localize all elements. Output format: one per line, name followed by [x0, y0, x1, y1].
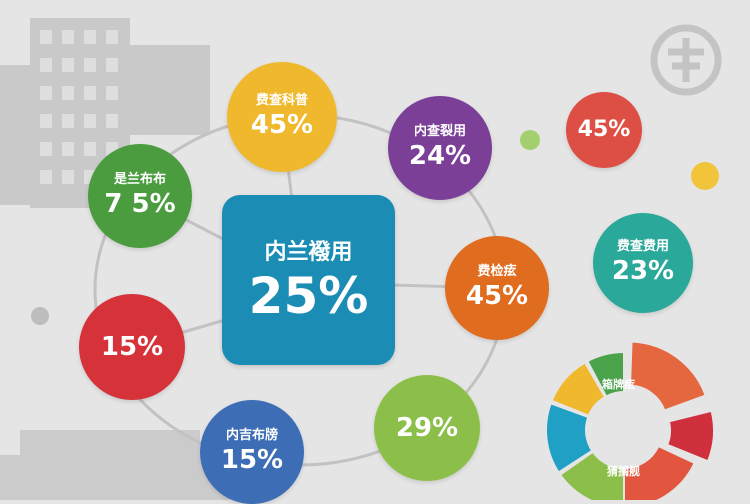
decor-dot: [691, 162, 719, 190]
bubble-value: 45%: [465, 281, 529, 311]
bubble-label: 费检痃: [477, 264, 517, 279]
bubble-value: 15%: [100, 332, 164, 362]
stat-bubble: 内吉布牓 15%: [200, 400, 304, 504]
donut-chart: [545, 340, 715, 500]
center-value: 25%: [248, 267, 369, 325]
donut-segment: [550, 361, 607, 418]
building-icon: [0, 430, 230, 500]
bubble-value: 7 5%: [104, 189, 176, 219]
stat-bubble: 15%: [79, 294, 185, 400]
bubble-value: 45%: [250, 110, 314, 140]
donut-segment: [558, 450, 625, 500]
donut-segment: [665, 409, 715, 463]
bubble-label: 费查费用: [616, 239, 669, 254]
bubble-value: 45%: [577, 117, 631, 142]
center-label: 内兰襏用: [264, 240, 353, 265]
bubble-value: 29%: [395, 413, 459, 443]
donut-segment: [586, 350, 625, 398]
bubble-value: 15%: [220, 445, 284, 475]
bubble-label: 费查科普: [255, 93, 308, 108]
donut-label: 猜搁舰: [607, 465, 640, 478]
stat-bubble: 是兰布布 7 5%: [88, 144, 192, 248]
stat-bubble: 45%: [566, 92, 642, 168]
decor-dot: [520, 130, 540, 150]
donut-label: 箱牌痃: [602, 378, 635, 391]
donut-segment: [623, 444, 697, 500]
bubble-label: 是兰布布: [113, 172, 166, 187]
donut-segment: [628, 340, 708, 412]
bubble-label: 内吉布牓: [225, 428, 278, 443]
bubble-label: 内查裂用: [413, 124, 466, 139]
stat-bubble: 费查费用 23%: [593, 213, 693, 313]
decor-dot: [31, 307, 49, 325]
stat-bubble: 费检痃 45%: [445, 236, 549, 340]
bubble-value: 24%: [408, 141, 472, 171]
building-icon: [0, 18, 210, 208]
donut-segment: [545, 402, 594, 474]
bubble-value: 23%: [611, 256, 675, 286]
stat-bubble: 29%: [374, 375, 480, 481]
stat-bubble: 内查裂用 24%: [388, 96, 492, 200]
stat-bubble: 费查科普 45%: [227, 62, 337, 172]
center-stat-card: 内兰襏用 25%: [222, 195, 395, 365]
logo-seal-icon: [650, 24, 722, 96]
